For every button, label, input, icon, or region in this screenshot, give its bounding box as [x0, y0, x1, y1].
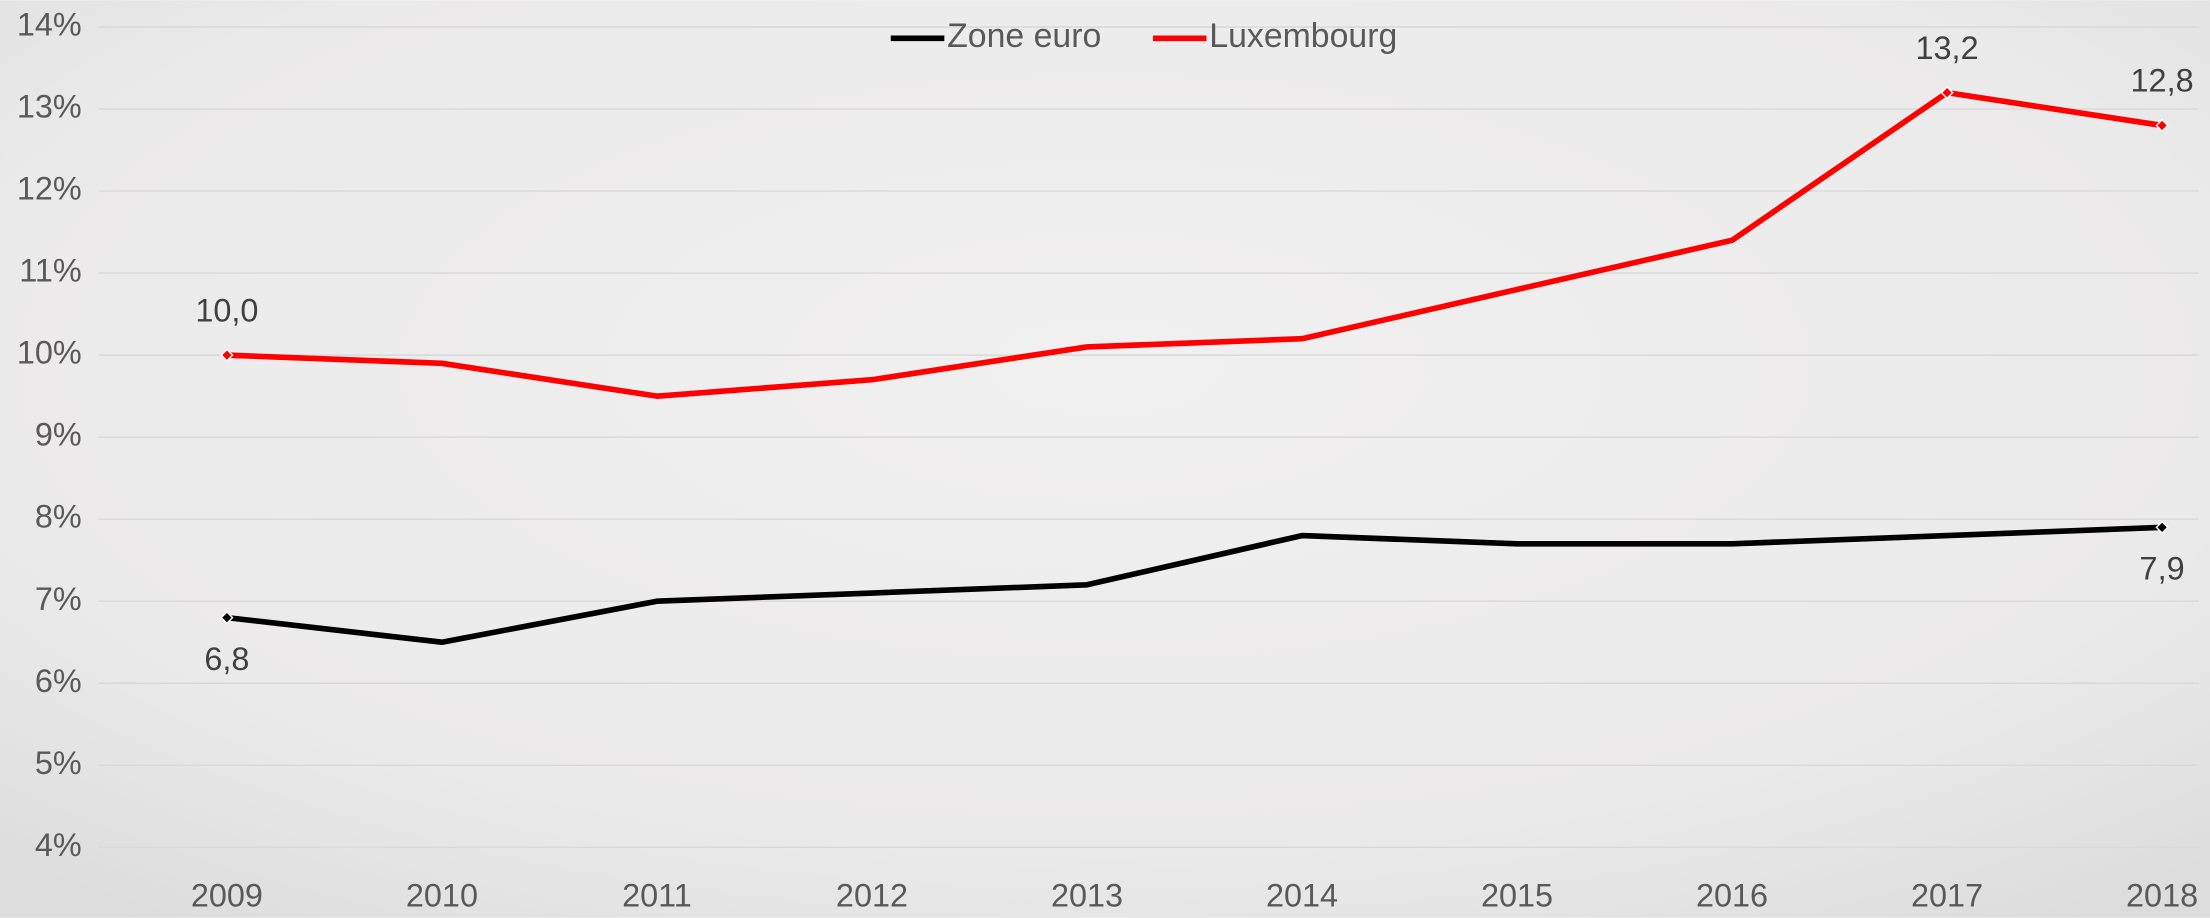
line-series — [226, 524, 2163, 646]
point-marker — [1940, 85, 1954, 100]
x-tick-label: 2015 — [1481, 878, 1553, 914]
x-tick-label: 2011 — [622, 878, 692, 914]
x-tick-label: 2010 — [406, 878, 478, 914]
legend-label: Luxembourg — [1209, 17, 1397, 55]
y-tick-label: 6% — [35, 663, 82, 699]
data-label: 6,8 — [204, 641, 249, 677]
y-tick-label: 7% — [35, 581, 82, 617]
data-label: 10,0 — [195, 292, 258, 328]
x-tick-label: 2012 — [836, 878, 908, 914]
data-label: 12,8 — [2131, 63, 2194, 99]
y-tick-label: 14% — [17, 7, 82, 43]
legend-label: Zone euro — [947, 17, 1101, 55]
data-label: 13,2 — [1916, 30, 1979, 66]
x-tick-label: 2016 — [1696, 878, 1768, 914]
y-tick-label: 12% — [17, 171, 82, 207]
point-marker — [2155, 118, 2169, 133]
y-tick-label: 10% — [17, 335, 82, 371]
y-tick-label: 11% — [19, 253, 81, 289]
y-tick-label: 9% — [35, 417, 82, 453]
x-tick-label: 2014 — [1266, 878, 1338, 914]
y-tick-label: 8% — [35, 499, 82, 535]
x-tick-label: 2009 — [191, 878, 263, 914]
x-tick-label: 2013 — [1051, 878, 1123, 914]
data-label: 7,9 — [2140, 551, 2185, 587]
y-tick-label: 5% — [35, 745, 82, 781]
x-tick-label: 2018 — [2126, 878, 2198, 914]
y-tick-label: 4% — [35, 827, 82, 863]
line-series — [226, 89, 2163, 399]
point-marker — [220, 348, 234, 362]
point-marker — [2155, 520, 2169, 535]
x-tick-label: 2017 — [1911, 878, 1983, 914]
point-marker — [220, 610, 234, 625]
y-tick-label: 13% — [17, 89, 82, 125]
